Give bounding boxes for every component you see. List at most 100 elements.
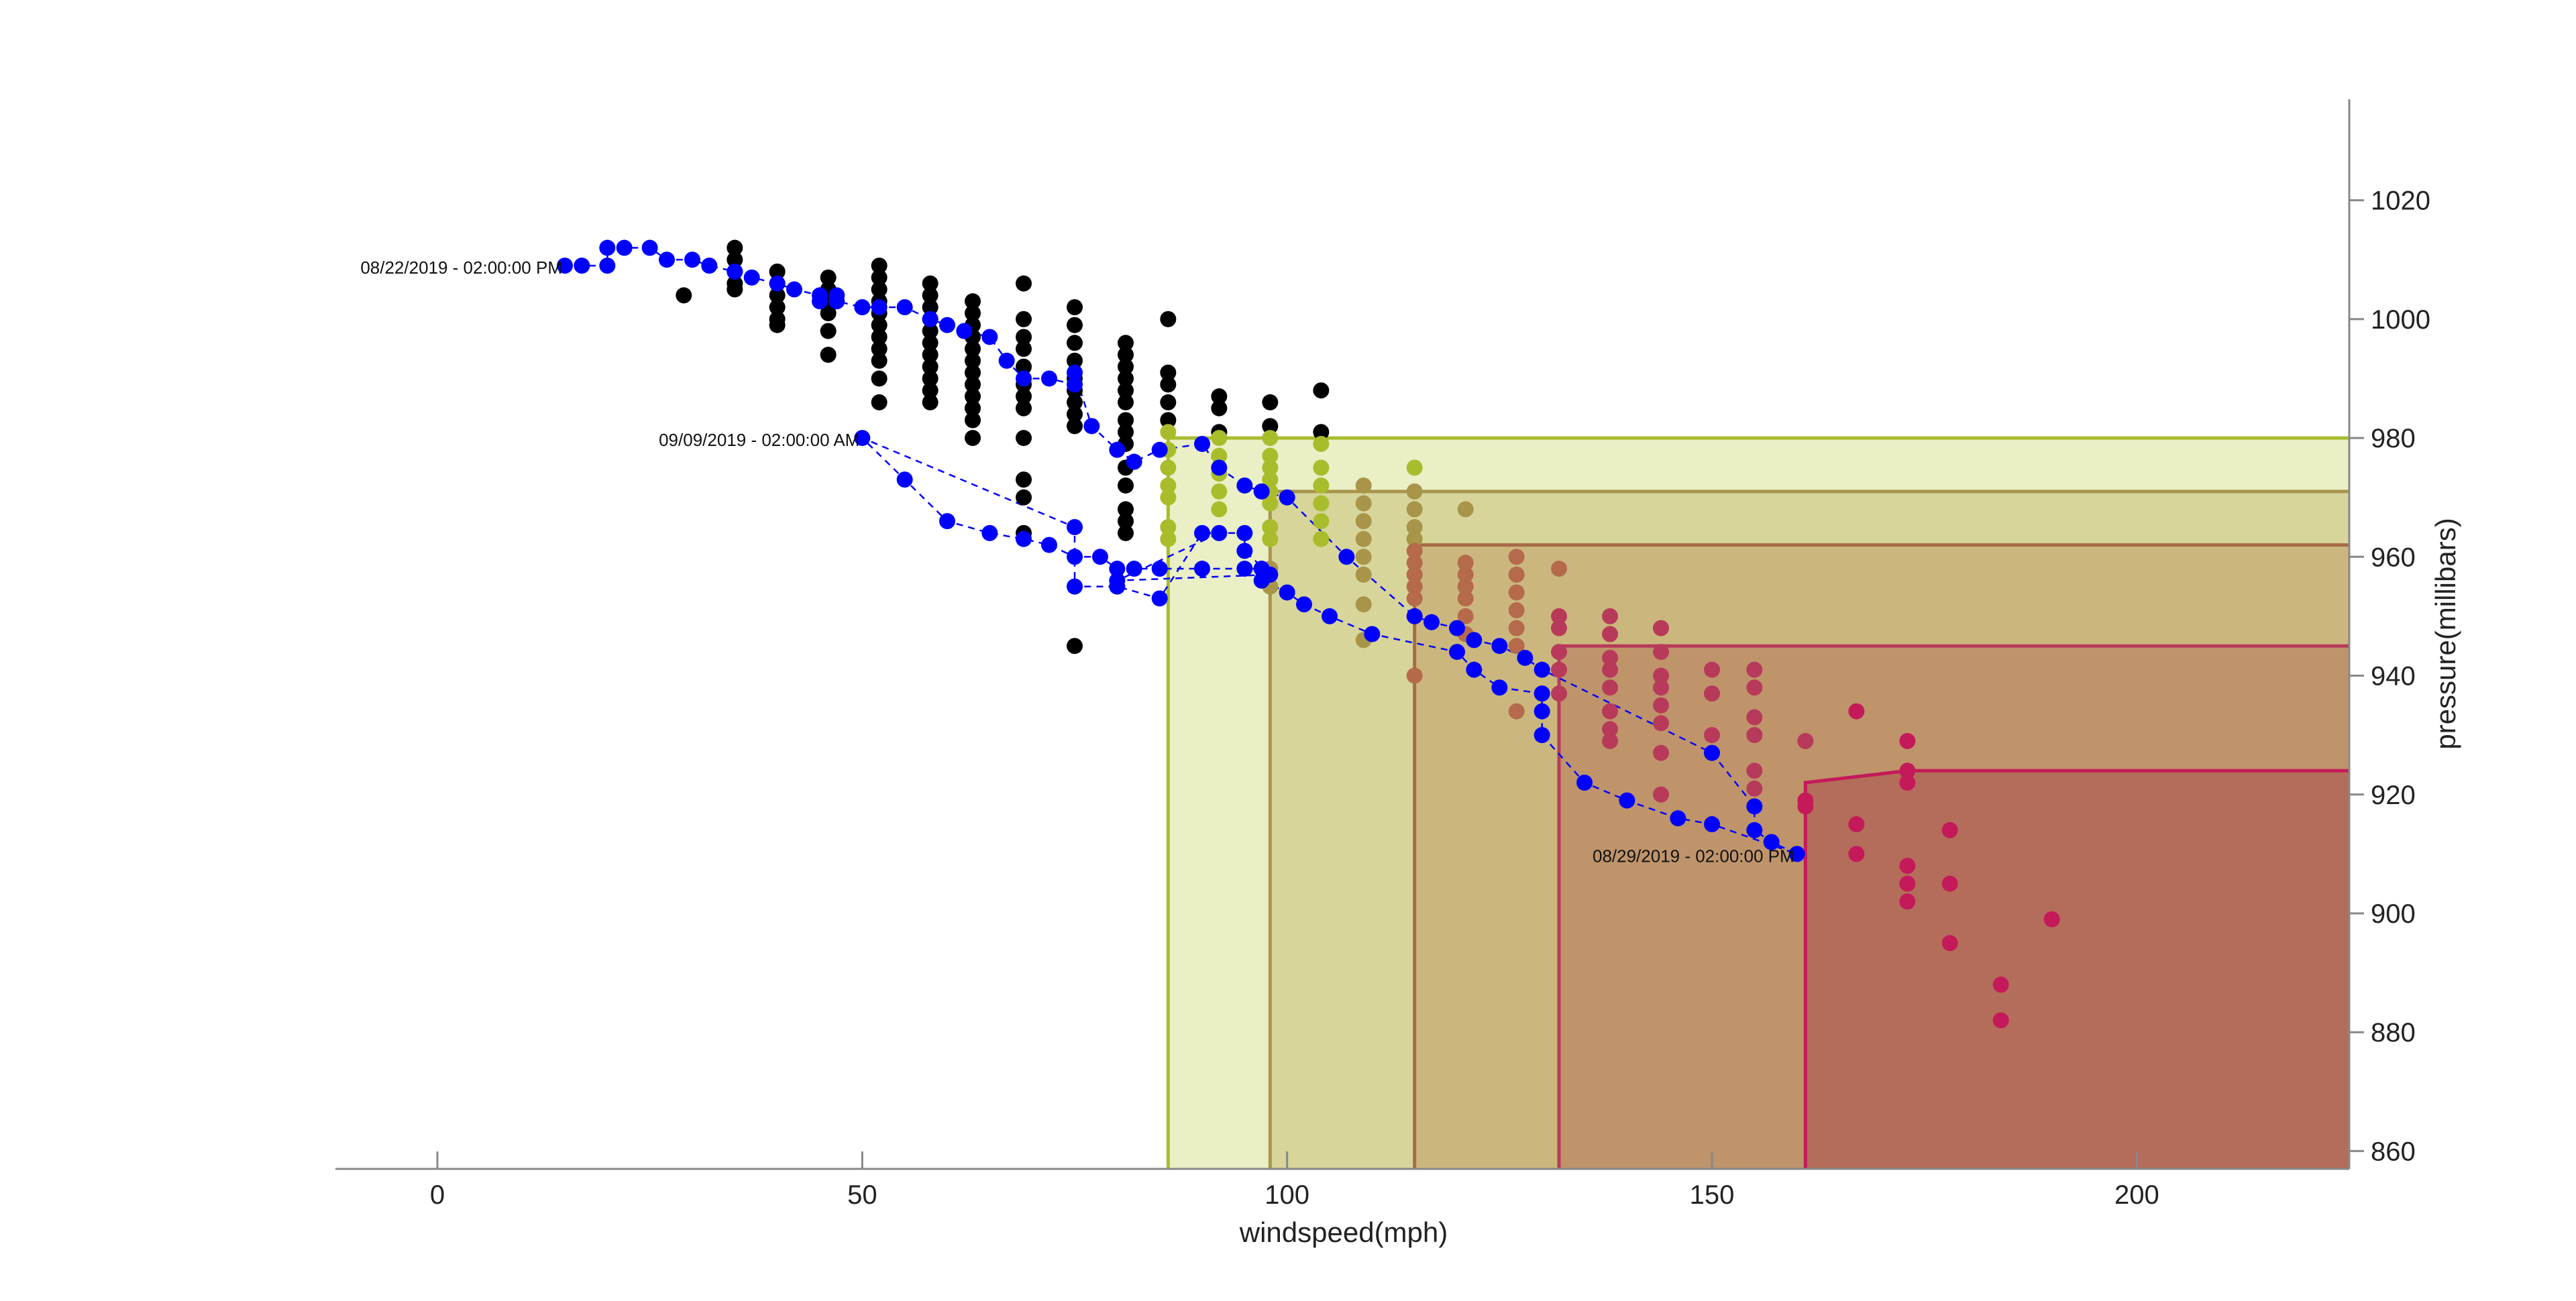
data-point [1457,501,1474,518]
data-point [965,352,981,369]
data-point [1236,561,1253,577]
data-point [922,347,938,363]
data-point [1016,530,1032,547]
data-point [1160,459,1177,476]
data-point [1211,388,1228,405]
data-point [1491,679,1508,696]
data-point [1236,543,1253,559]
data-point [1160,394,1177,410]
data-point [1899,762,1916,779]
data-point [1016,358,1032,375]
data-point [922,275,938,292]
data-point [1262,530,1279,547]
data-point [828,293,845,310]
data-point [1899,775,1916,791]
data-point [1236,524,1253,541]
data-point [1406,608,1423,624]
data-point [1848,816,1865,833]
data-point [922,287,938,304]
data-point [1704,816,1720,833]
data-point [599,258,616,274]
data-point [1313,513,1330,530]
data-point [1067,406,1083,422]
data-point [1355,530,1372,547]
data-point [1160,530,1177,547]
data-point [981,329,998,345]
data-point [1016,275,1032,292]
data-point [1016,388,1032,405]
data-point [1653,644,1669,661]
data-point [965,430,981,447]
data-point [956,323,973,339]
data-point [1424,614,1440,630]
data-point [743,269,760,286]
data-point [1151,590,1168,607]
data-point [922,394,938,410]
data-point [1899,733,1916,749]
data-point [1551,561,1567,577]
data-point [1118,335,1134,351]
data-point [1491,638,1508,655]
data-point [965,293,981,310]
data-point [1899,893,1916,910]
data-point [1109,561,1126,577]
data-point [1653,715,1669,732]
data-point [1406,566,1423,583]
data-point [1704,661,1720,678]
data-point [871,281,888,298]
x-ticks: 0 50 100 150 200 [430,1151,2159,1210]
data-point [1941,875,1958,892]
data-point [1602,679,1618,696]
data-point [1355,596,1372,613]
data-point [1296,596,1312,613]
data-point [1067,317,1083,333]
data-point [616,239,633,256]
data-point [1262,519,1279,535]
data-point [1067,299,1083,316]
data-point [1092,549,1108,565]
data-point [1262,459,1279,476]
data-point [1534,685,1550,702]
data-point [1508,638,1525,655]
region-fill [1414,545,2349,1169]
data-point [1602,626,1618,642]
data-point [1067,578,1083,595]
data-point [1704,727,1720,744]
data-point [1016,430,1032,447]
data-point [1211,430,1228,447]
data-point [1118,347,1134,363]
data-point [1160,477,1177,494]
data-point [1016,400,1032,416]
data-point [769,287,786,304]
data-point [1653,744,1669,761]
data-point [1746,798,1763,815]
y-tick-label: 920 [2371,781,2416,810]
data-point [1118,382,1134,399]
data-point [1160,364,1177,381]
data-point [1067,638,1083,655]
data-point [965,341,981,357]
data-point [1534,727,1550,744]
data-point [871,394,888,410]
data-point [1262,495,1279,512]
data-point [1118,412,1134,429]
region-border [1803,769,2349,1169]
data-point [1194,561,1210,577]
data-point [1016,489,1032,506]
data-point [1338,549,1355,565]
data-point [1016,310,1032,327]
data-point [1449,620,1465,636]
data-point [1406,501,1423,518]
data-point [1126,561,1142,577]
series-5 [1797,703,2060,1029]
data-point [939,317,955,333]
y-tick-label: 900 [2371,899,2416,929]
data-point [1160,489,1177,506]
data-point [1941,935,1958,952]
data-point [1262,471,1279,488]
data-point [1992,1012,2009,1029]
data-point [965,376,981,393]
data-point [1160,424,1177,441]
data-point [1551,685,1567,702]
data-point [1355,566,1372,583]
